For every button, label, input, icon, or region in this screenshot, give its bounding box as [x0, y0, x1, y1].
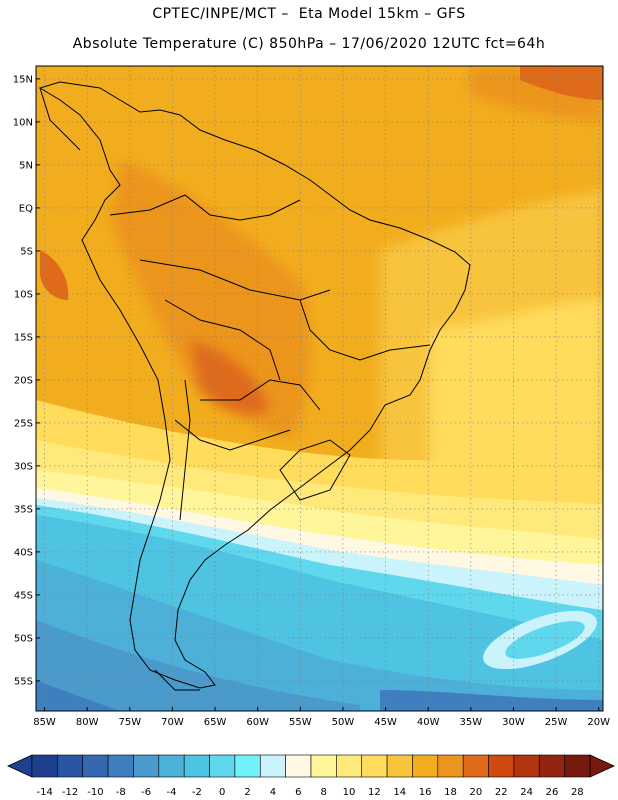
lat-label: 20S	[14, 375, 33, 386]
lon-label: 75W	[118, 717, 141, 728]
colorbar-swatch	[513, 754, 540, 778]
lon-label: 20W	[587, 717, 610, 728]
lon-label: 80W	[76, 717, 99, 728]
lon-label: 70W	[161, 717, 184, 728]
lon-label: 25W	[545, 717, 568, 728]
colorbar-tick-label: -10	[87, 787, 103, 798]
lat-label: 5S	[20, 246, 33, 257]
coastlines	[38, 81, 471, 691]
colorbar-tick-label: 8	[320, 787, 326, 798]
lat-label: 15S	[14, 332, 33, 343]
colorbar-tick-label: -4	[167, 787, 177, 798]
colorbar-swatch	[183, 754, 210, 778]
colorbar	[7, 754, 615, 778]
colorbar-tick-label: -8	[116, 787, 126, 798]
colorbar-tick-label: 18	[444, 787, 457, 798]
lon-label: 30W	[502, 717, 525, 728]
colorbar-tick-label: 24	[520, 787, 533, 798]
colorbar-swatch	[209, 754, 236, 778]
lon-label: 35W	[460, 717, 483, 728]
colorbar-tick-label: -12	[62, 787, 78, 798]
colorbar-swatch	[538, 754, 565, 778]
colorbar-swatch	[234, 754, 261, 778]
colorbar-swatch	[133, 754, 160, 778]
colorbar-swatch	[437, 754, 464, 778]
lat-label: 25S	[14, 418, 33, 429]
colorbar-swatch	[285, 754, 312, 778]
lat-label: 10S	[14, 289, 33, 300]
longitude-labels: 85W 80W 75W 70W 65W 60W 55W 50W 45W 40W 35W 30W 25W 2…	[33, 707, 610, 728]
lon-label: 65W	[204, 717, 227, 728]
lat-label: EQ	[19, 203, 33, 214]
lon-label: 85W	[33, 717, 56, 728]
lon-label: 40W	[417, 717, 440, 728]
colorbar-tick-label: 26	[546, 787, 559, 798]
lon-label: 60W	[246, 717, 269, 728]
colorbar-swatch	[310, 754, 337, 778]
colorbar-swatch	[259, 754, 286, 778]
lat-label: 45S	[14, 590, 33, 601]
colorbar-tick-label: 14	[393, 787, 406, 798]
colorbar-tick-labels: -14 -12 -10 -8 -6 -4 -2 0 2 4 6 8 10 12 14 16 18 20 22 24 26…	[37, 787, 584, 798]
lat-label: 15N	[13, 74, 33, 85]
chart-title: CPTEC/INPE/MCT – Eta Model 15km – GFS	[152, 6, 466, 22]
lat-label: 5N	[19, 160, 33, 171]
colorbar-tick-label: 10	[343, 787, 356, 798]
graticule	[36, 66, 603, 711]
colorbar-swatch	[57, 754, 84, 778]
colorbar-swatch	[564, 754, 591, 778]
colorbar-swatch	[82, 754, 109, 778]
colorbar-swatch	[462, 754, 489, 778]
colorbar-tick-label: 20	[469, 787, 482, 798]
lat-label: 10N	[13, 117, 33, 128]
temperature-field	[36, 66, 603, 711]
colorbar-tick-label: 2	[244, 787, 250, 798]
colorbar-swatch	[361, 754, 388, 778]
lat-label: 40S	[14, 547, 33, 558]
colorbar-tick-label: 28	[571, 787, 584, 798]
colorbar-tick-label: 0	[219, 787, 225, 798]
colorbar-arrow-high	[589, 754, 615, 778]
map-frame	[35, 65, 604, 712]
lat-label: 50S	[14, 633, 33, 644]
colorbar-tick-label: 12	[368, 787, 381, 798]
chart-subtitle: Absolute Temperature (C) 850hPa – 17/06/…	[72, 36, 546, 52]
lon-label: 45W	[374, 717, 397, 728]
lon-label: 55W	[289, 717, 312, 728]
colorbar-tick-label: -14	[37, 787, 53, 798]
colorbar-swatch	[107, 754, 134, 778]
lat-label: 55S	[14, 676, 33, 687]
colorbar-tick-label: 16	[419, 787, 432, 798]
colorbar-tick-label: -2	[192, 787, 202, 798]
colorbar-swatch	[336, 754, 363, 778]
colorbar-swatch	[386, 754, 413, 778]
colorbar-tick-label: -6	[141, 787, 151, 798]
lat-label: 35S	[14, 504, 33, 515]
colorbar-arrow-low	[7, 754, 33, 778]
colorbar-swatch	[488, 754, 515, 778]
colorbar-tick-label: 4	[270, 787, 276, 798]
colorbar-tick-label: 6	[295, 787, 301, 798]
lat-label: 30S	[14, 461, 33, 472]
latitude-labels: 15N 10N 5N EQ 5S 10S 15S 20S 25S 30S 35S 40S 45S 50S 5…	[13, 74, 40, 687]
colorbar-swatch	[412, 754, 439, 778]
colorbar-tick-label: 22	[495, 787, 508, 798]
lon-label: 50W	[332, 717, 355, 728]
colorbar-swatch	[31, 754, 58, 778]
colorbar-swatch	[158, 754, 185, 778]
